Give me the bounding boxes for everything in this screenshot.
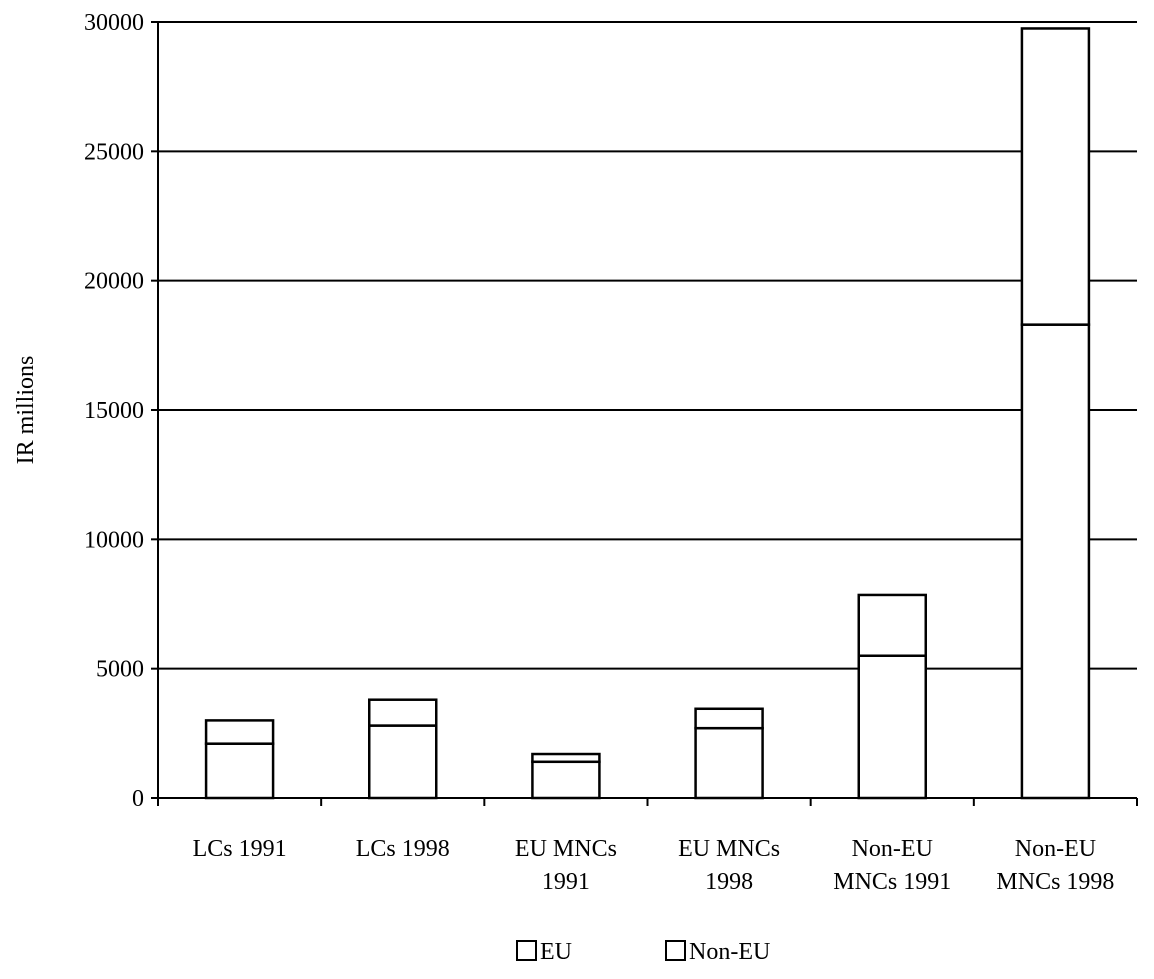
x-tick-label: LCs 1991 (193, 836, 287, 862)
legend: EU Non-EU (516, 939, 770, 965)
bar-segment-non-eu (857, 593, 927, 657)
bar-segment-eu (1020, 323, 1091, 800)
bars (204, 27, 1091, 800)
x-tick-label: EU MNCs 1991 (515, 836, 617, 895)
bar-segment-eu (204, 742, 275, 800)
y-tick-label: 0 (132, 786, 144, 812)
bar-segment-non-eu (368, 698, 438, 727)
y-tick-label: 10000 (84, 527, 144, 553)
y-tick-label: 15000 (84, 398, 144, 424)
bar-segment-eu (857, 654, 927, 800)
legend-item: EU (516, 939, 572, 965)
legend-label: Non-EU (689, 939, 770, 965)
gridlines (158, 21, 1137, 670)
legend-swatch (516, 940, 537, 961)
legend-label: EU (540, 939, 572, 965)
y-axis-ticks: 0 5000 10000 15000 20000 25000 30000 (84, 10, 158, 812)
y-tick-label: 20000 (84, 269, 144, 295)
bar-segment-non-eu (204, 719, 275, 745)
axes (157, 22, 1138, 806)
y-axis-label: IR millions (13, 356, 39, 465)
bar-segment-non-eu (531, 752, 601, 764)
x-tick-label: EU MNCs 1998 (678, 836, 780, 895)
bar-segment-eu (531, 760, 601, 800)
y-tick-label: 5000 (96, 657, 144, 683)
x-axis-labels: LCs 1991 LCs 1998 EU MNCs 1991 EU MNCs 1998 No… (193, 836, 1115, 895)
x-tick-label: LCs 1998 (356, 836, 450, 862)
y-tick-label: 30000 (84, 10, 144, 36)
x-tick-label: Non-EU MNCs 1991 (833, 836, 951, 895)
bar-segment-eu (694, 726, 764, 800)
bar-segment-non-eu (1020, 27, 1091, 326)
bar-segment-non-eu (694, 707, 764, 730)
y-tick-label: 25000 (84, 139, 144, 165)
legend-swatch (665, 940, 686, 961)
legend-item: Non-EU (665, 939, 770, 965)
bar-segment-eu (368, 724, 438, 800)
x-tick-label: Non-EU MNCs 1998 (996, 836, 1114, 895)
